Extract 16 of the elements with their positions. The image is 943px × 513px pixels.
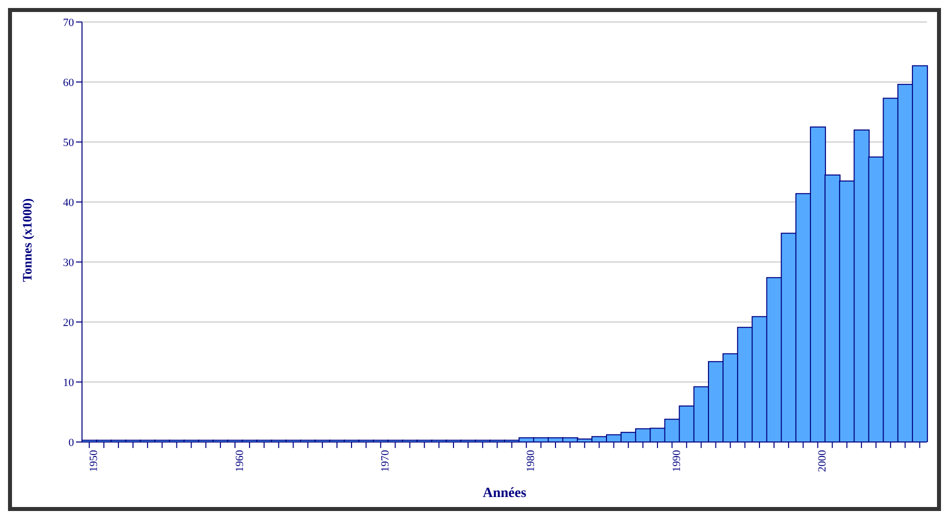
y-tick-label: 60 xyxy=(63,76,74,89)
x-tick-label: 1990 xyxy=(670,450,683,472)
y-axis-title: Tonnes (x1000) xyxy=(20,198,35,282)
y-tick-label: 70 xyxy=(63,16,74,29)
y-tick-label: 10 xyxy=(63,376,74,389)
x-tick-label: 1970 xyxy=(379,450,392,472)
y-tick-label: 0 xyxy=(68,436,74,449)
y-tick-label: 40 xyxy=(63,196,74,209)
y-tick-label: 20 xyxy=(63,316,74,329)
x-tick-label: 1980 xyxy=(525,450,538,472)
x-tick-label: 1950 xyxy=(88,450,100,472)
x-tick-label: 2000 xyxy=(816,450,829,472)
x-tick-label: 1960 xyxy=(234,450,246,472)
y-tick-label: 30 xyxy=(63,256,74,269)
x-axis-title: Années xyxy=(482,486,527,501)
y-tick-label: 50 xyxy=(63,136,74,149)
